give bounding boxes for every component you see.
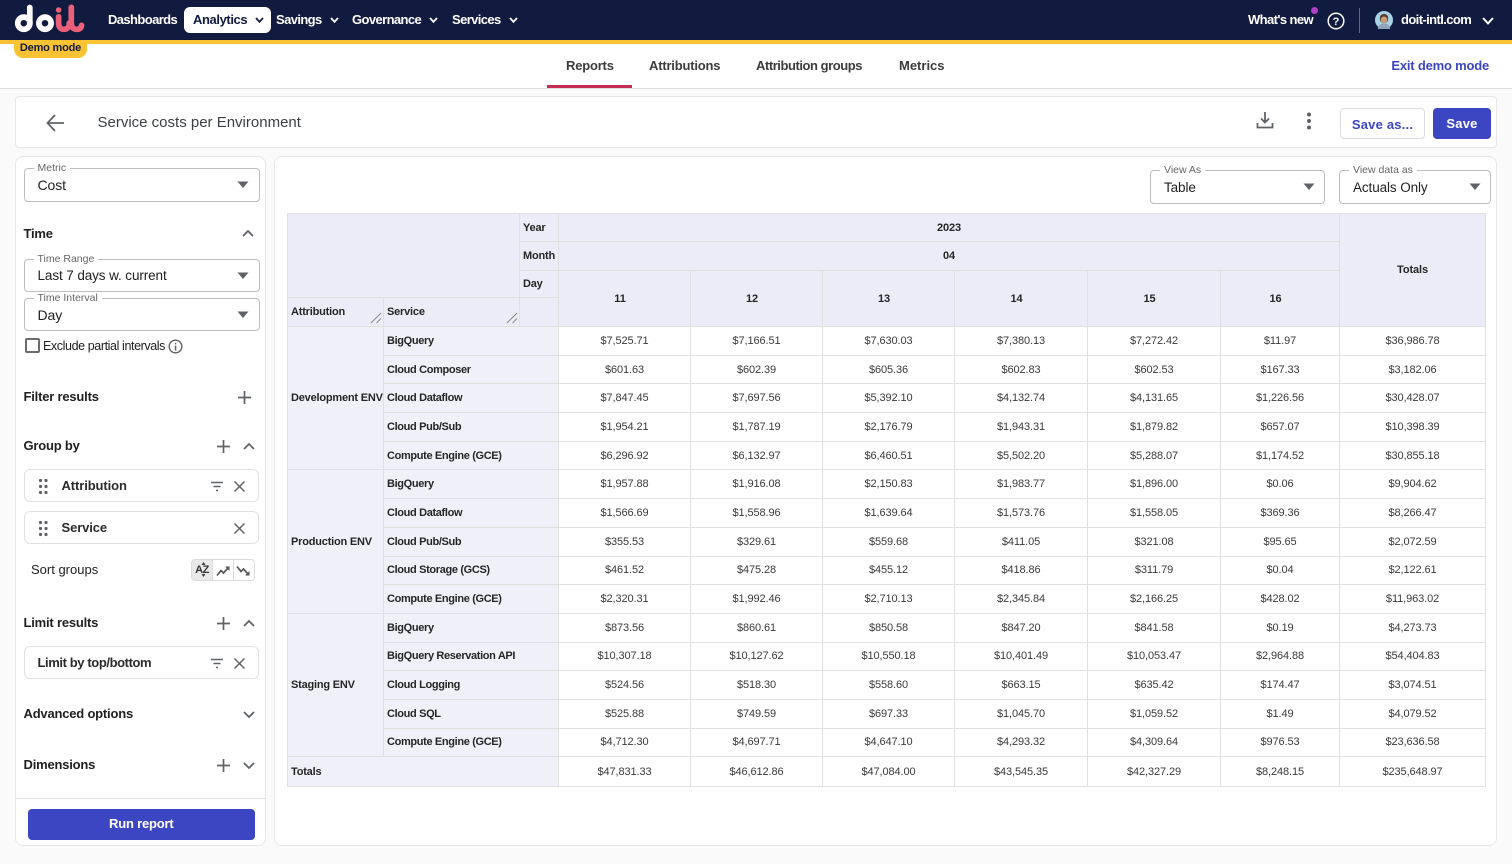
svg-text:?: ?: [1333, 16, 1340, 28]
